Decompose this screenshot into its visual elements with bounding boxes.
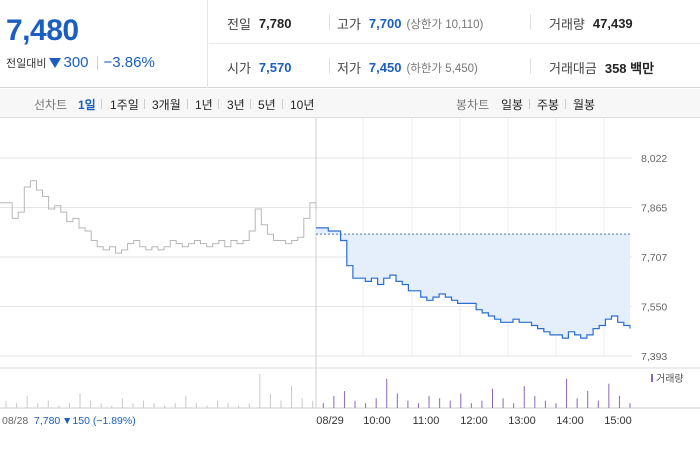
prev-day-close: 7,780 (34, 415, 60, 427)
change-percent: −3.86% (103, 54, 155, 71)
x-tick-label: 11:00 (413, 415, 440, 427)
period-tab-5y[interactable]: 5년 (258, 98, 276, 112)
volume-legend: 거래량 (656, 373, 684, 385)
stats-row: 전일 7,780 고가 7,700 (상한가 10,110) 거래량 47,43… (209, 0, 700, 44)
down-arrow-icon (49, 57, 62, 68)
candle-chart-label: 봉차트 (456, 98, 490, 112)
divider (250, 99, 251, 109)
divider (218, 99, 219, 109)
series-line-today (316, 227, 631, 339)
low-value: 7,450 (368, 60, 402, 75)
lower-limit: (하한가 5,450) (406, 62, 478, 75)
divider (565, 99, 566, 109)
y-tick-label: 7,865 (641, 203, 667, 215)
x-tick-label: 14:00 (556, 415, 584, 427)
divider (529, 99, 530, 109)
period-tab-1y[interactable]: 1년 (195, 98, 213, 112)
below-prev-close-area (316, 227, 630, 339)
prev-day-date: 08/28 (2, 415, 28, 427)
y-tick-label: 7,393 (641, 351, 667, 363)
open-value: 7,570 (258, 60, 292, 75)
period-tab-1w[interactable]: 1주일 (110, 98, 139, 112)
line-chart-label: 선차트 (34, 98, 68, 112)
divider (530, 14, 531, 30)
divider (530, 58, 531, 74)
prev-close-label: 전일 (227, 17, 251, 32)
amount-value: 358 백만 (604, 61, 655, 76)
divider (187, 99, 188, 109)
amount-cell: 거래대금 358 백만 (549, 58, 654, 77)
divider (329, 14, 330, 30)
high-value: 7,700 (368, 16, 402, 31)
intraday-line-chart: 8,022 7,865 7,707 7,550 7,393 거래량 08/28 7,780… (0, 118, 700, 427)
x-tick-label: 12:00 (460, 415, 488, 427)
divider (101, 99, 102, 109)
change-row: 전일대비 300 −3.86% (6, 54, 155, 71)
x-tick-label: 13:00 (508, 415, 536, 427)
y-tick-label: 7,707 (641, 252, 667, 264)
stats-table: 전일 7,780 고가 7,700 (상한가 10,110) 거래량 47,43… (209, 0, 700, 88)
quote-header: 7,480 전일대비 300 −3.86% 전일 7,780 고가 7,700 … (0, 0, 700, 88)
low-label: 저가 (337, 61, 361, 76)
divider (144, 99, 145, 109)
upper-limit: (상한가 10,110) (406, 18, 484, 31)
period-tab-3m[interactable]: 3개월 (152, 98, 181, 112)
x-tick-label: 15:00 (604, 415, 632, 427)
divider (282, 99, 283, 109)
period-tab-10y[interactable]: 10년 (290, 98, 315, 112)
divider (96, 55, 98, 70)
current-price: 7,480 (6, 14, 79, 47)
divider (329, 58, 330, 74)
high-cell: 고가 7,700 (상한가 10,110) (337, 14, 483, 33)
prev-day-change: ▼150 (−1.89%) (62, 415, 136, 427)
prev-close-value: 7,780 (258, 16, 292, 31)
change-label: 전일대비 (6, 57, 47, 70)
price-block: 7,480 전일대비 300 −3.86% (0, 0, 208, 88)
series-line-prev-day (0, 180, 317, 254)
volume-label: 거래량 (549, 17, 585, 32)
y-tick-label: 8,022 (641, 153, 667, 165)
volume-legend-swatch (651, 374, 653, 382)
x-tick-label: 10:00 (363, 415, 391, 427)
x-tick-label: 08/29 (316, 415, 344, 427)
prev-close-cell: 전일 7,780 (227, 14, 291, 33)
open-cell: 시가 7,570 (227, 58, 291, 77)
change-amount: 300 (63, 54, 89, 71)
volume-cell: 거래량 47,439 (549, 14, 633, 33)
open-label: 시가 (227, 61, 251, 76)
amount-label: 거래대금 (549, 61, 597, 76)
candle-tab-monthly[interactable]: 월봉 (573, 98, 596, 112)
price-chart: 8,022 7,865 7,707 7,550 7,393 거래량 08/28 7,780… (0, 118, 700, 450)
candle-tab-weekly[interactable]: 주봉 (537, 98, 560, 112)
stats-row: 시가 7,570 저가 7,450 (하한가 5,450) 거래대금 358 백… (209, 44, 700, 88)
candle-tab-daily[interactable]: 일봉 (501, 98, 524, 112)
period-tab-3y[interactable]: 3년 (227, 98, 245, 112)
low-cell: 저가 7,450 (하한가 5,450) (337, 58, 478, 77)
chart-toolbar: 선차트 1일 1주일 3개월 1년 3년 5년 10년 봉차트 일봉 주봉 월봉 (0, 89, 700, 118)
period-tab-1d[interactable]: 1일 (78, 98, 96, 112)
y-tick-label: 7,550 (641, 302, 667, 314)
high-label: 고가 (337, 17, 361, 32)
volume-value: 47,439 (592, 16, 633, 31)
